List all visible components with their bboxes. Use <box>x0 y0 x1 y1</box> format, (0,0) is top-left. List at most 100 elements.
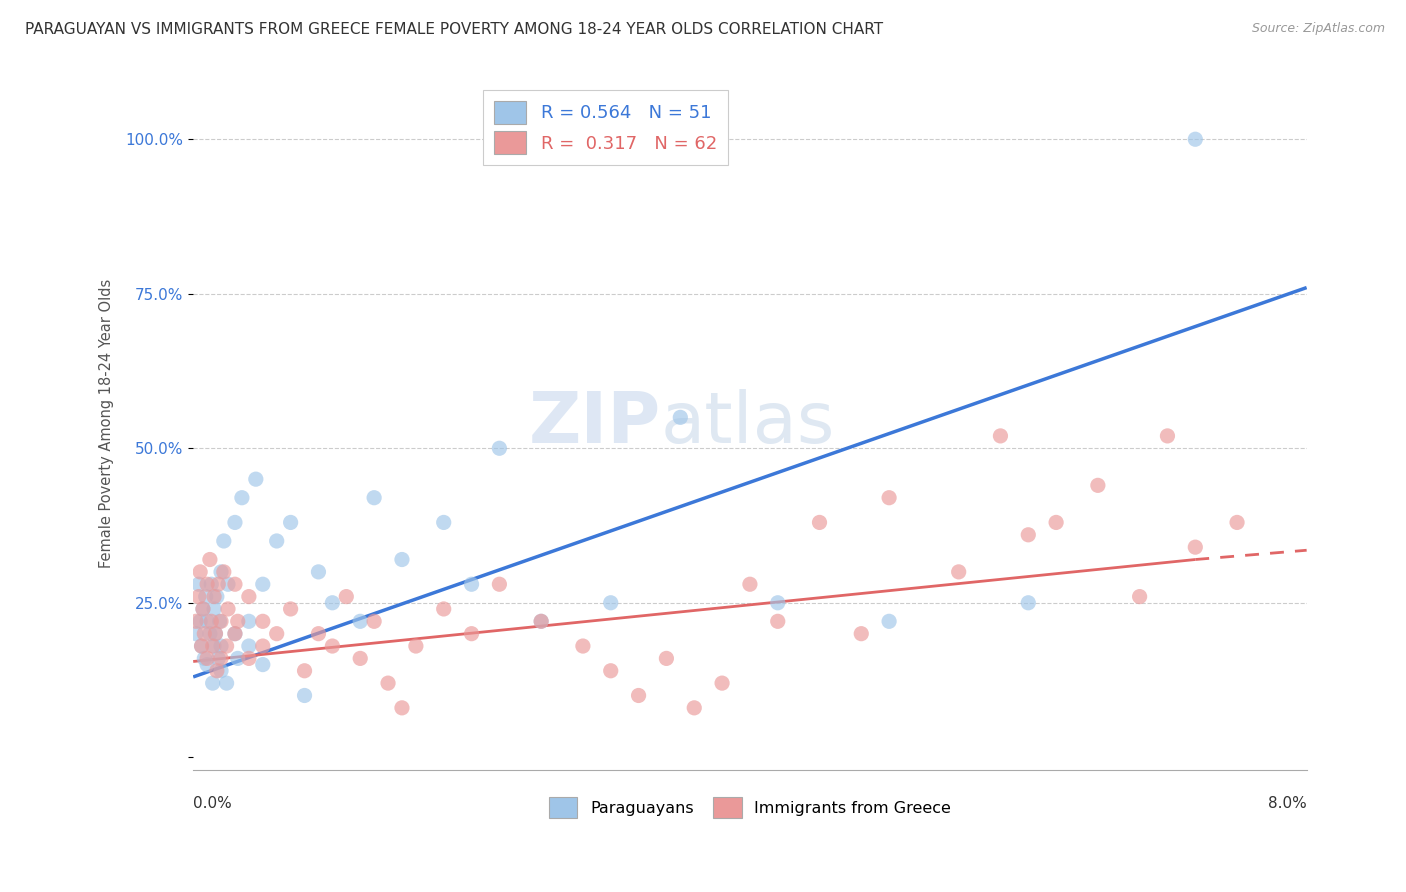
Point <box>198 552 221 566</box>
Point <box>363 491 385 505</box>
Text: 0.0%: 0.0% <box>193 796 232 811</box>
Point <box>205 590 228 604</box>
Point <box>335 590 357 604</box>
Point <box>711 676 734 690</box>
Point <box>851 626 873 640</box>
Point <box>1087 478 1109 492</box>
Point <box>202 639 225 653</box>
Point <box>363 615 385 629</box>
Point <box>200 577 222 591</box>
Point <box>808 516 831 530</box>
Point <box>280 602 302 616</box>
Point <box>212 565 235 579</box>
Point <box>215 639 238 653</box>
Point <box>209 651 232 665</box>
Point <box>599 664 621 678</box>
Point <box>224 577 246 591</box>
Point <box>193 651 215 665</box>
Point <box>572 639 595 653</box>
Point <box>195 651 218 665</box>
Point <box>488 442 510 456</box>
Point <box>217 577 239 591</box>
Point <box>433 602 456 616</box>
Point <box>245 472 267 486</box>
Text: PARAGUAYAN VS IMMIGRANTS FROM GREECE FEMALE POVERTY AMONG 18-24 YEAR OLDS CORREL: PARAGUAYAN VS IMMIGRANTS FROM GREECE FEM… <box>25 22 883 37</box>
Point <box>1184 132 1206 146</box>
Point <box>683 701 706 715</box>
Point <box>207 577 229 591</box>
Point <box>224 626 246 640</box>
Point <box>377 676 399 690</box>
Point <box>877 491 900 505</box>
Text: Source: ZipAtlas.com: Source: ZipAtlas.com <box>1251 22 1385 36</box>
Legend: Paraguayans, Immigrants from Greece: Paraguayans, Immigrants from Greece <box>543 790 957 824</box>
Point <box>391 552 413 566</box>
Point <box>1017 528 1039 542</box>
Point <box>738 577 761 591</box>
Point <box>252 639 274 653</box>
Point <box>190 639 212 653</box>
Point <box>200 615 222 629</box>
Point <box>766 615 789 629</box>
Point <box>349 651 371 665</box>
Point <box>204 626 226 640</box>
Point <box>391 701 413 715</box>
Point <box>1184 540 1206 554</box>
Point <box>191 602 214 616</box>
Point <box>294 664 316 678</box>
Point <box>252 657 274 672</box>
Point <box>209 565 232 579</box>
Point <box>433 516 456 530</box>
Point <box>766 596 789 610</box>
Point <box>224 516 246 530</box>
Point <box>488 577 510 591</box>
Point <box>187 577 209 591</box>
Point <box>460 577 482 591</box>
Point <box>321 639 343 653</box>
Point <box>238 639 260 653</box>
Point <box>1017 596 1039 610</box>
Point <box>266 626 288 640</box>
Point <box>1156 429 1178 443</box>
Text: 8.0%: 8.0% <box>1268 796 1306 811</box>
Point <box>948 565 970 579</box>
Point <box>184 615 207 629</box>
Point <box>204 626 226 640</box>
Point <box>252 577 274 591</box>
Point <box>238 651 260 665</box>
Point <box>205 664 228 678</box>
Point <box>209 664 232 678</box>
Point <box>188 615 211 629</box>
Point <box>209 615 232 629</box>
Point <box>1129 590 1152 604</box>
Point <box>669 410 692 425</box>
Point <box>187 590 209 604</box>
Point <box>655 651 678 665</box>
Point <box>191 602 214 616</box>
Point <box>599 596 621 610</box>
Point <box>188 565 211 579</box>
Point <box>195 657 218 672</box>
Point <box>198 626 221 640</box>
Point <box>307 565 329 579</box>
Point <box>460 626 482 640</box>
Point <box>215 676 238 690</box>
Point <box>238 590 260 604</box>
Point <box>321 596 343 610</box>
Point <box>231 491 253 505</box>
Point <box>530 615 553 629</box>
Point <box>195 615 218 629</box>
Point <box>201 676 224 690</box>
Point <box>294 689 316 703</box>
Point <box>405 639 427 653</box>
Point <box>1045 516 1067 530</box>
Point <box>212 533 235 548</box>
Point <box>307 626 329 640</box>
Point <box>184 626 207 640</box>
Point <box>193 626 215 640</box>
Point <box>530 615 553 629</box>
Point <box>349 615 371 629</box>
Point <box>627 689 650 703</box>
Text: ZIP: ZIP <box>529 389 661 458</box>
Point <box>226 651 249 665</box>
